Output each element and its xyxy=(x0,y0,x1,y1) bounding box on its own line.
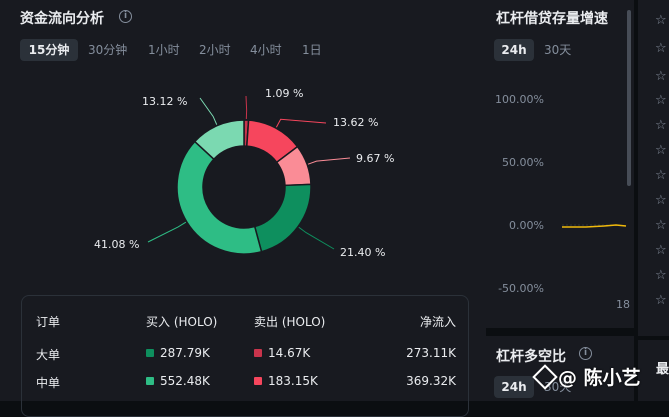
star-icon[interactable]: ☆ xyxy=(655,118,667,133)
row-mid-sell-value: 183.15K xyxy=(268,374,318,388)
tab-24h[interactable]: 24h xyxy=(494,39,534,61)
row-large-buy-value: 287.79K xyxy=(160,346,210,360)
buy-large-swatch xyxy=(146,349,154,357)
y-label-50: 50.00% xyxy=(502,156,544,169)
long-short-title: 杠杆多空比 xyxy=(496,349,566,365)
ls-tab-24h[interactable]: 24h xyxy=(494,376,534,398)
right-bottom-panel: 最 xyxy=(638,340,669,401)
right-cut-title: 最 xyxy=(656,362,669,377)
header-buy: 买入 (HOLO) xyxy=(146,315,218,329)
row-large-label: 大单 xyxy=(36,348,61,362)
margin-growth-line xyxy=(562,224,627,228)
pct-label-sell-small: 9.67 % xyxy=(356,152,395,165)
leader-line xyxy=(298,226,335,250)
star-icon[interactable]: ☆ xyxy=(655,13,667,28)
watermark: @ 陈小艺 xyxy=(558,367,641,389)
long-short-info-icon[interactable]: i xyxy=(579,347,592,360)
star-icon[interactable]: ☆ xyxy=(655,293,667,308)
tab-1d[interactable]: 1日 xyxy=(302,43,322,57)
sell-large-swatch xyxy=(254,349,262,357)
margin-growth-panel: 杠杆借贷存量增速 24h 30天 100.00% 50.00% 0.00% -5… xyxy=(486,0,634,328)
pct-label-sell-large: 1.09 % xyxy=(265,87,304,100)
row-mid-buy-value: 552.48K xyxy=(160,374,210,388)
row-mid-label: 中单 xyxy=(36,376,61,390)
scrollbar[interactable] xyxy=(627,10,631,186)
pct-label-buy-small: 13.12 % xyxy=(142,95,188,108)
star-icon[interactable]: ☆ xyxy=(655,193,667,208)
slice-buy-small xyxy=(193,119,245,161)
tab-1h[interactable]: 1小时 xyxy=(148,43,180,57)
row-large-sell: 14.67K xyxy=(254,346,310,360)
margin-line-chart xyxy=(562,224,627,228)
tab-30d[interactable]: 30天 xyxy=(544,43,572,57)
leader-line xyxy=(199,97,218,125)
long-short-panel: 杠杆多空比 i 24h 30天 xyxy=(486,336,634,401)
margin-growth-title: 杠杆借贷存量增速 xyxy=(496,11,608,27)
leader-line xyxy=(245,95,248,120)
ls-tab-30d[interactable]: 30天 xyxy=(544,380,572,394)
star-icon[interactable]: ☆ xyxy=(655,41,667,56)
pct-label-buy-large: 21.40 % xyxy=(340,246,386,259)
header-sell: 卖出 (HOLO) xyxy=(254,315,326,329)
row-large-net: 273.11K xyxy=(406,346,456,360)
header-order: 订单 xyxy=(36,315,61,329)
leader-line xyxy=(275,118,327,128)
tab-30m[interactable]: 30分钟 xyxy=(88,43,128,57)
tab-2h[interactable]: 2小时 xyxy=(199,43,231,57)
row-large-buy: 287.79K xyxy=(146,346,210,360)
row-large-sell-value: 14.67K xyxy=(268,346,311,360)
row-mid-sell: 183.15K xyxy=(254,374,318,388)
sell-mid-swatch xyxy=(254,377,262,385)
fund-flow-donut-chart xyxy=(147,95,351,255)
leader-line xyxy=(307,157,351,165)
fund-flow-panel: 资金流向分析 i 15分钟 30分钟 1小时 2小时 4小时 1日 1.09 %… xyxy=(0,0,486,417)
tab-15m[interactable]: 15分钟 xyxy=(20,39,78,61)
row-mid-net: 369.32K xyxy=(406,374,456,388)
order-table: 订单 买入 (HOLO) 卖出 (HOLO) 净流入 大单 287.79K 14… xyxy=(21,295,469,417)
star-icon[interactable]: ☆ xyxy=(655,69,667,84)
pct-label-buy-mid: 41.08 % xyxy=(94,238,140,251)
leader-line xyxy=(147,221,187,243)
y-axis: 100.00% 50.00% 0.00% -50.00% xyxy=(486,90,544,300)
row-mid-buy: 552.48K xyxy=(146,374,210,388)
info-icon[interactable]: i xyxy=(119,10,132,23)
slice-buy-mid xyxy=(176,140,263,255)
header-net: 净流入 xyxy=(419,315,456,329)
watchlist-panel: ☆ ☆ ☆ ☆ ☆ ☆ ☆ ☆ ☆ ☆ ☆ ☆ xyxy=(638,0,669,336)
star-icon[interactable]: ☆ xyxy=(655,168,667,183)
star-icon[interactable]: ☆ xyxy=(655,218,667,233)
slice-buy-large xyxy=(253,183,312,253)
y-label-100: 100.00% xyxy=(495,93,544,106)
x-label: 18 xyxy=(616,298,630,311)
star-icon[interactable]: ☆ xyxy=(655,143,667,158)
y-label-0: 0.00% xyxy=(509,219,544,232)
star-icon[interactable]: ☆ xyxy=(655,93,667,108)
buy-mid-swatch xyxy=(146,377,154,385)
tab-4h[interactable]: 4小时 xyxy=(250,43,282,57)
star-icon[interactable]: ☆ xyxy=(655,243,667,258)
pct-label-sell-mid: 13.62 % xyxy=(333,116,379,129)
star-icon[interactable]: ☆ xyxy=(655,268,667,283)
fund-flow-title: 资金流向分析 xyxy=(20,11,104,27)
y-label-neg50: -50.00% xyxy=(498,282,544,295)
